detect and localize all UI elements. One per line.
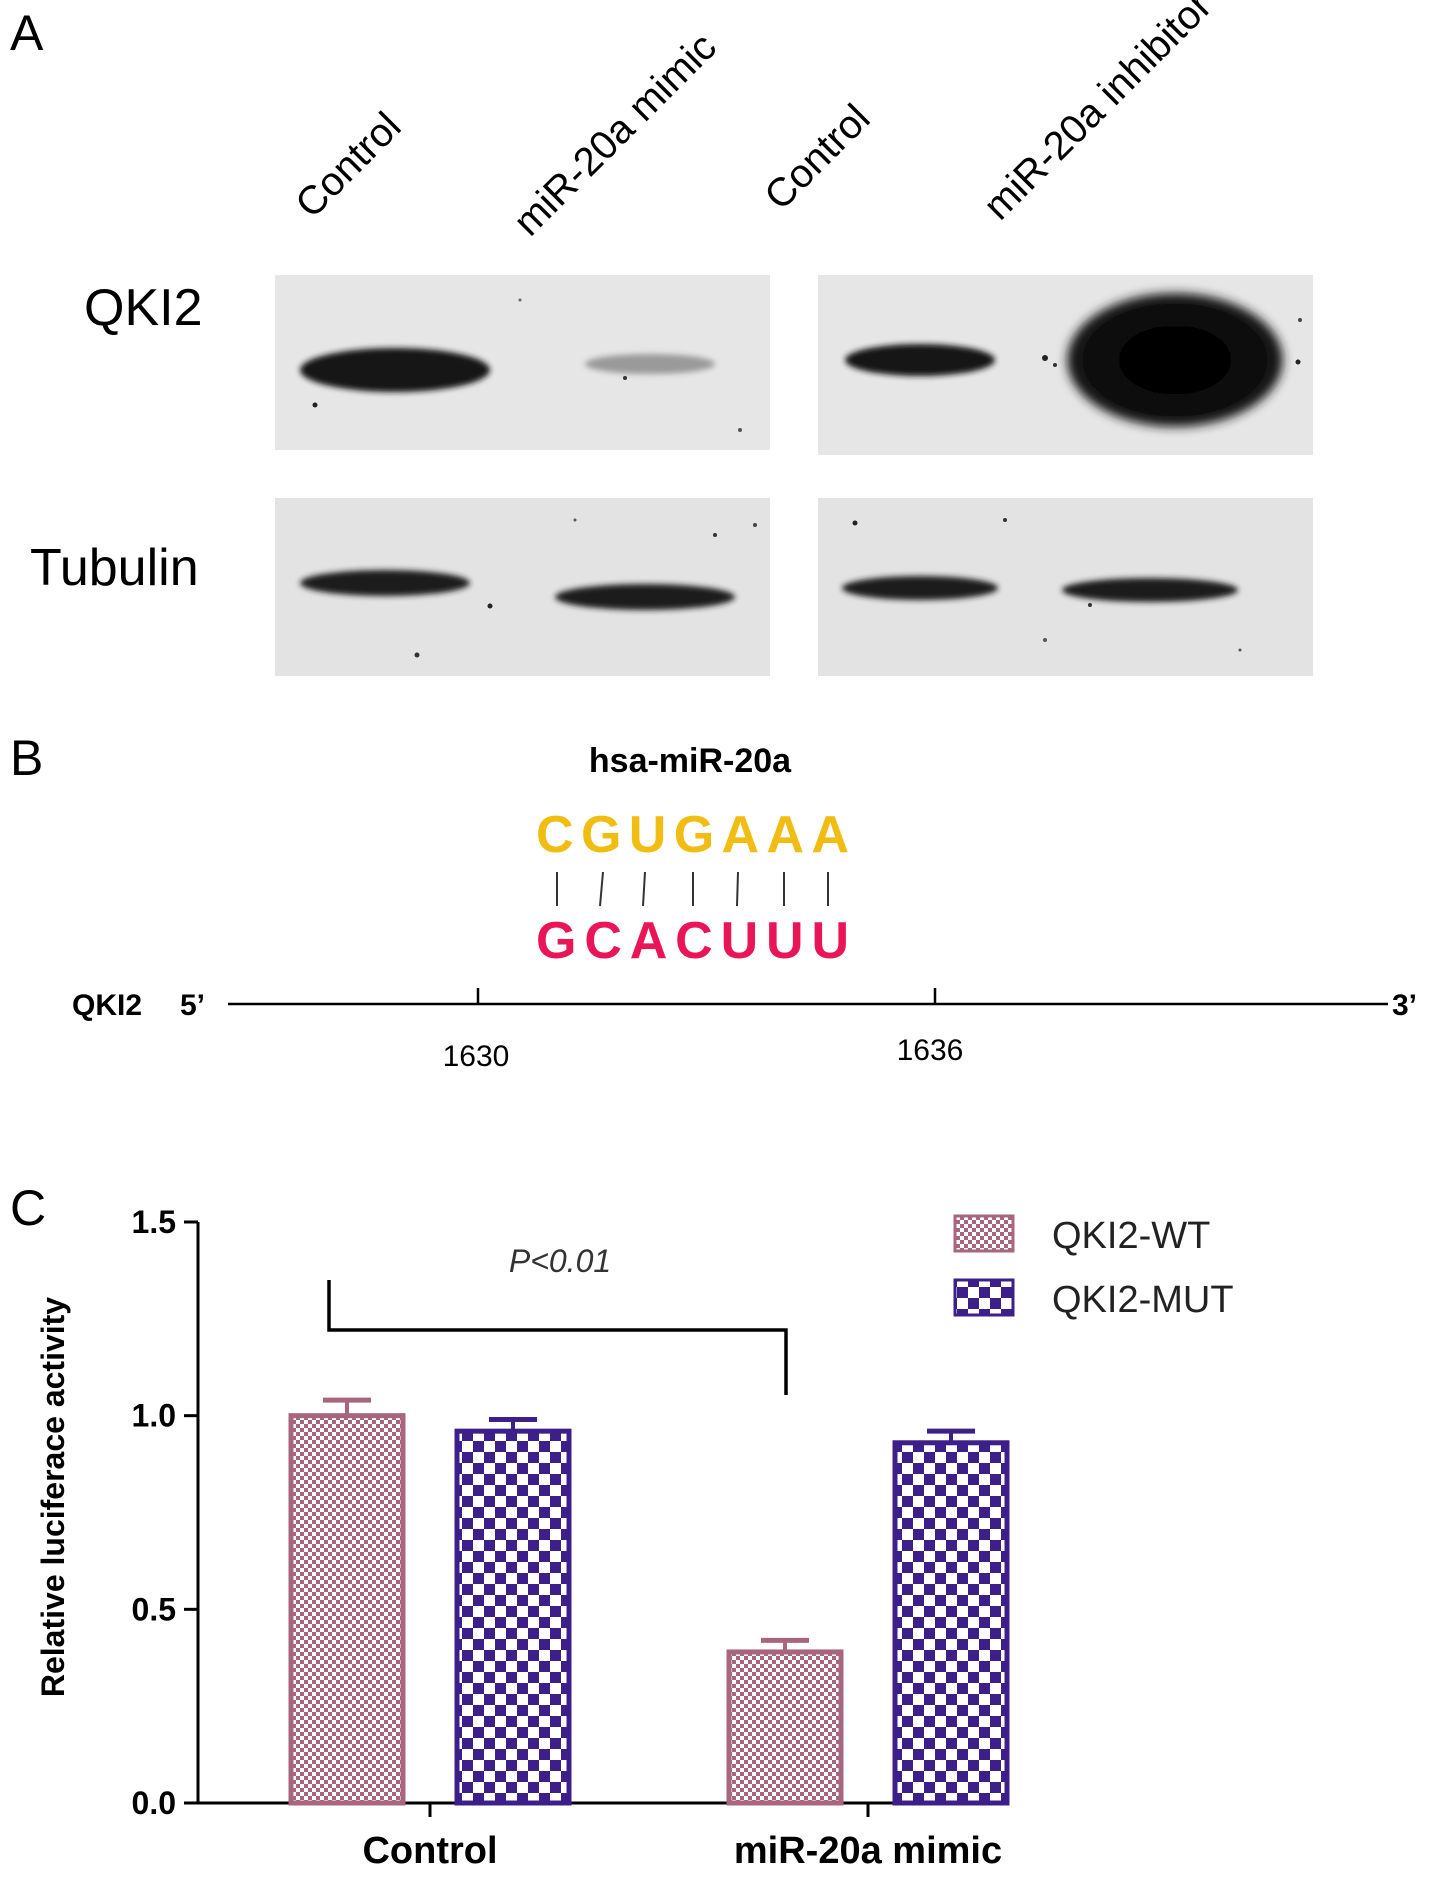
legend-label-wt: QKI2-WT: [1052, 1215, 1210, 1257]
panel-c: C Relative luciferace activity 0.0 0.5 1.0…: [10, 1180, 1234, 1872]
bar-chart: 0.0 0.5 1.0 1.5 Control miR-20a mimic: [132, 1204, 1010, 1872]
significance-bracket: [327, 1280, 788, 1395]
mirna-sequence-base: U: [629, 806, 667, 864]
position-1630: 1630: [443, 1040, 510, 1073]
base-pair-lines: [556, 871, 829, 907]
panel-c-letter: C: [10, 1180, 46, 1236]
mirna-sequence-base: C: [536, 806, 574, 864]
lane-label-control-1: Control: [287, 104, 409, 226]
mirna-sequence-base: G: [674, 806, 714, 864]
y-tick-label: 1.0: [132, 1398, 176, 1434]
panel-b-letter: B: [10, 730, 43, 786]
lane-label-mimic: miR-20a mimic: [505, 25, 725, 245]
legend-swatch-mut: [953, 1278, 1015, 1317]
bar-wt-1: [726, 1649, 844, 1806]
y-tick-label: 0.0: [132, 1785, 176, 1821]
mirna-name: hsa-miR-20a: [589, 742, 792, 780]
mirna-sequence-base: A: [766, 806, 804, 864]
blot-qki2-left: [275, 275, 770, 450]
target-sequence-base: A: [630, 912, 668, 970]
target-sequence-base: G: [536, 912, 576, 970]
legend: QKI2-WT QKI2-MUT: [953, 1214, 1234, 1321]
blot-qki2-right: [818, 275, 1313, 455]
y-tick-label: 1.5: [132, 1204, 176, 1240]
lane-label-inhibitor: miR-20a inhibitor: [975, 0, 1220, 228]
bar-mut-0: [454, 1428, 572, 1806]
row-label-tubulin: Tubulin: [30, 539, 199, 597]
y-axis-label: Relative luciferace activity: [35, 1297, 71, 1697]
gene-label: QKI2: [72, 989, 142, 1022]
three-prime-label: 3’: [1392, 989, 1417, 1022]
target-sequence-base: C: [584, 912, 622, 970]
legend-label-mut: QKI2-MUT: [1052, 1279, 1234, 1321]
target-sequence-base: C: [675, 912, 713, 970]
panel-a-letter: A: [10, 5, 44, 61]
target-sequence-base: U: [766, 912, 804, 970]
legend-swatch-wt: [953, 1214, 1015, 1253]
position-1636: 1636: [897, 1034, 964, 1067]
x-tick-label: miR-20a mimic: [734, 1830, 1002, 1872]
target-sequence-base: U: [721, 912, 759, 970]
bar-mut-1: [892, 1440, 1010, 1806]
panel-a: A Control miR-20a mimic Control miR-20a …: [10, 0, 1313, 676]
mirna-sequence-base: A: [811, 806, 849, 864]
mirna-sequence-base: G: [581, 806, 621, 864]
five-prime-label: 5’: [180, 989, 205, 1022]
y-tick-label: 0.5: [132, 1591, 176, 1627]
mirna-sequence-base: A: [722, 806, 760, 864]
blot-tubulin-right: [818, 498, 1313, 676]
row-label-qki2: QKI2: [84, 279, 203, 337]
p-value-annotation: P<0.01: [509, 1243, 611, 1279]
target-sequence-base: U: [811, 912, 849, 970]
x-tick-label: Control: [362, 1830, 497, 1872]
blot-tubulin-left: [275, 498, 770, 676]
lane-label-control-2: Control: [756, 96, 878, 218]
bar-wt-0: [288, 1413, 406, 1806]
